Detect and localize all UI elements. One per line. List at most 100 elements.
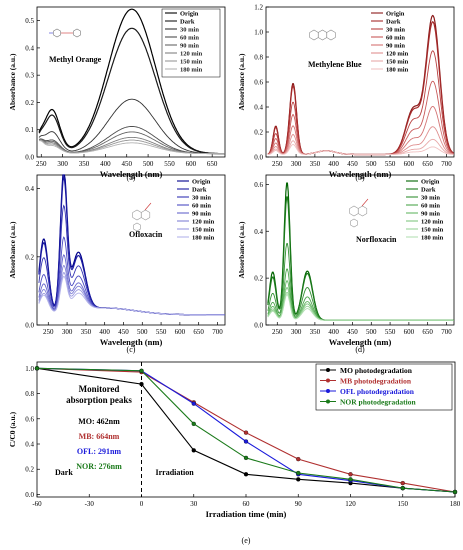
x-tick-label: 180: [450, 500, 461, 508]
panel-label: (e): [242, 536, 251, 545]
y-tick-label: 1.2: [254, 4, 263, 12]
x-tick-label: 650: [422, 328, 433, 336]
data-point: [296, 470, 301, 476]
panel-label: (a): [127, 173, 136, 182]
annotation-title: Monitored: [79, 384, 120, 394]
y-tick-label: 0.0: [25, 322, 34, 330]
legend-label: Origin: [386, 11, 405, 18]
y-tick-label: 0.8: [25, 390, 34, 398]
y-tick-label: 0.2: [254, 275, 263, 283]
x-tick-label: 500: [366, 328, 377, 336]
x-tick-label: 600: [175, 328, 186, 336]
x-tick-label: 650: [207, 160, 218, 168]
x-axis-label: Wavelength (nm): [329, 337, 392, 347]
legend-label: 30 min: [192, 195, 211, 202]
data-point: [296, 477, 301, 482]
legend-label: OFL photodegradation: [340, 387, 415, 396]
y-tick-label: 0.5: [25, 17, 34, 25]
molecule-structure-icon: [309, 29, 336, 41]
series-line-7: [267, 144, 454, 155]
y-tick-label: 0.2: [25, 466, 34, 474]
x-tick-label: 250: [43, 328, 54, 336]
panel-label: (c): [127, 345, 136, 354]
data-point: [191, 421, 196, 426]
legend-label: 120 min: [192, 219, 215, 226]
series-line-2: [38, 98, 225, 155]
x-tick-label: 500: [143, 160, 154, 168]
x-tick-label: 550: [164, 160, 175, 168]
legend-label: Origin: [421, 179, 440, 186]
legend-label: Dark: [386, 19, 401, 26]
peak-label: NOR: 276nm: [76, 462, 122, 471]
x-tick-label: 350: [310, 328, 321, 336]
molecule-structure-icon: [132, 202, 152, 232]
legend-label: Dark: [180, 19, 195, 26]
x-tick-label: 550: [385, 328, 396, 336]
legend-box: [315, 363, 453, 411]
x-tick-label: 600: [186, 160, 197, 168]
y-tick-label: 0.8: [254, 54, 263, 62]
y-tick-label: 0.2: [25, 99, 34, 107]
data-point: [139, 381, 144, 387]
legend-label: 150 min: [386, 59, 409, 66]
legend-label: Origin: [180, 11, 199, 18]
x-tick-label: 0: [140, 500, 144, 508]
legend-label: Dark: [421, 187, 436, 194]
y-tick-label: 0.2: [25, 253, 34, 261]
x-tick-label: 150: [398, 500, 409, 508]
y-axis-label: Absorbance (a.u.): [8, 53, 17, 110]
legend-label: NOR photodegradation: [340, 398, 416, 407]
y-tick-label: 0.1: [25, 126, 34, 134]
x-tick-label: -60: [32, 500, 42, 508]
legend-label: 180 min: [386, 67, 409, 74]
y-axis-label: C/C0 (a.u.): [8, 411, 17, 447]
series-line-3: [267, 268, 454, 321]
series-line-7: [267, 294, 454, 321]
x-tick-label: 700: [441, 160, 452, 168]
x-tick-label: 550: [385, 160, 396, 168]
legend-label: 60 min: [421, 203, 440, 210]
data-point: [348, 472, 353, 477]
legend-label: 180 min: [192, 235, 215, 242]
y-tick-label: 0.4: [254, 228, 263, 236]
x-axis-label: Wavelength (nm): [100, 337, 163, 347]
panel-e: -60 -30 0 30 60 90 120 150 180 0.0 0.2 0.4 0.6 0.8 1.0…: [8, 361, 461, 545]
peak-label: OFL: 291nm: [77, 447, 122, 456]
panel-a: 250 300 350 400 450 500 550 600 650 0.0 0.1 0.2 0.3 0…: [8, 6, 226, 182]
legend-label: 150 min: [192, 227, 215, 234]
y-tick-label: 0.6: [254, 79, 263, 87]
legend-label: 90 min: [192, 211, 211, 218]
peak-label: MB: 664nm: [79, 432, 120, 441]
panel-label: (b): [355, 173, 365, 182]
compound-name: Ofloxacin: [129, 230, 163, 239]
panel-label: (d): [355, 345, 365, 354]
annotation-title: absorption peaks: [66, 395, 132, 405]
x-tick-label: 400: [100, 160, 111, 168]
legend-marker: [326, 378, 330, 383]
x-tick-label: 300: [57, 160, 68, 168]
series-line-2: [267, 242, 454, 321]
legend-label: Origin: [192, 179, 211, 186]
data-point: [191, 448, 196, 453]
x-tick-label: 500: [366, 160, 377, 168]
y-tick-label: 0.4: [25, 44, 34, 52]
region-label-dark: Dark: [55, 468, 73, 477]
x-axis-label: Irradiation time (min): [206, 509, 287, 519]
x-tick-label: 300: [62, 328, 73, 336]
region-label-irradiation: Irradiation: [156, 468, 195, 477]
panel-b: 250 300 350 400 450 500 550 600 650 700 0.0 0.2 0.4 0…: [237, 4, 455, 182]
x-axis-label: Wavelength (nm): [100, 169, 163, 179]
molecule-structure-icon: [49, 28, 81, 38]
legend-label: MB photodegradation: [340, 377, 412, 386]
y-tick-label: 0.0: [25, 491, 34, 499]
y-tick-label: 0.0: [254, 154, 263, 162]
plot-frame: [36, 174, 226, 326]
x-tick-label: 450: [347, 328, 358, 336]
data-point: [452, 489, 458, 495]
legend-label: MO photodegradation: [340, 366, 413, 375]
x-tick-label: 450: [121, 160, 132, 168]
legend-label: 30 min: [180, 27, 199, 34]
x-tick-label: 350: [310, 160, 321, 168]
legend-label: 180 min: [180, 67, 203, 74]
plot-frame: [265, 6, 455, 158]
